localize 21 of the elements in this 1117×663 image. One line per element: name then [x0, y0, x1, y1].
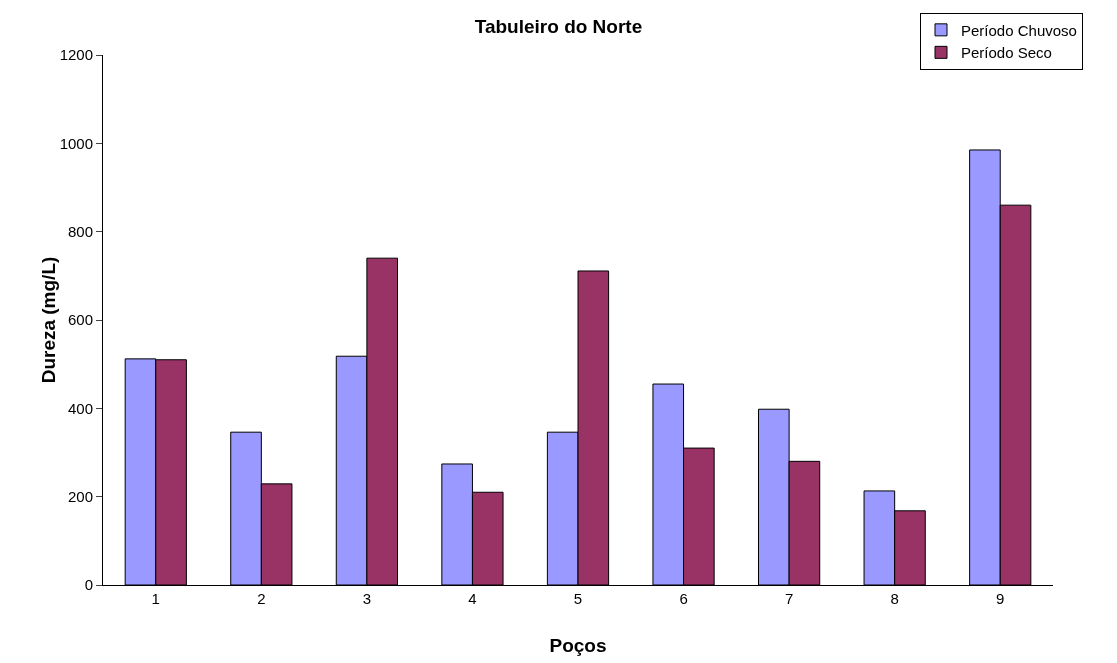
x-tick-label: 1 — [151, 590, 160, 607]
x-tick-label: 5 — [573, 590, 583, 607]
x-tick-label: 4 — [468, 590, 477, 607]
x-tick-label: 3 — [362, 590, 372, 607]
legend-label: Período Chuvoso — [961, 21, 1077, 39]
y-tick-label: 0 — [84, 576, 93, 594]
y-tick-label: 800 — [67, 222, 93, 240]
y-tick-label: 1000 — [59, 134, 93, 152]
y-axis-title: Dureza (mg/L) — [38, 256, 59, 384]
y-tick-label: 400 — [67, 399, 93, 417]
chart-title: Tabuleiro do Norte — [474, 16, 643, 38]
x-tick-label: 6 — [679, 590, 688, 607]
x-axis-title: Poços — [549, 635, 607, 656]
x-tick-label: 9 — [996, 590, 1005, 607]
y-tick-label: 200 — [67, 487, 93, 505]
legend-label: Período Seco — [961, 44, 1052, 62]
y-tick-label: 600 — [67, 311, 93, 329]
x-tick-label: 7 — [784, 590, 794, 607]
x-tick-label: 2 — [257, 590, 266, 607]
x-tick-label: 8 — [890, 590, 899, 607]
y-tick-label: 1200 — [59, 46, 93, 64]
